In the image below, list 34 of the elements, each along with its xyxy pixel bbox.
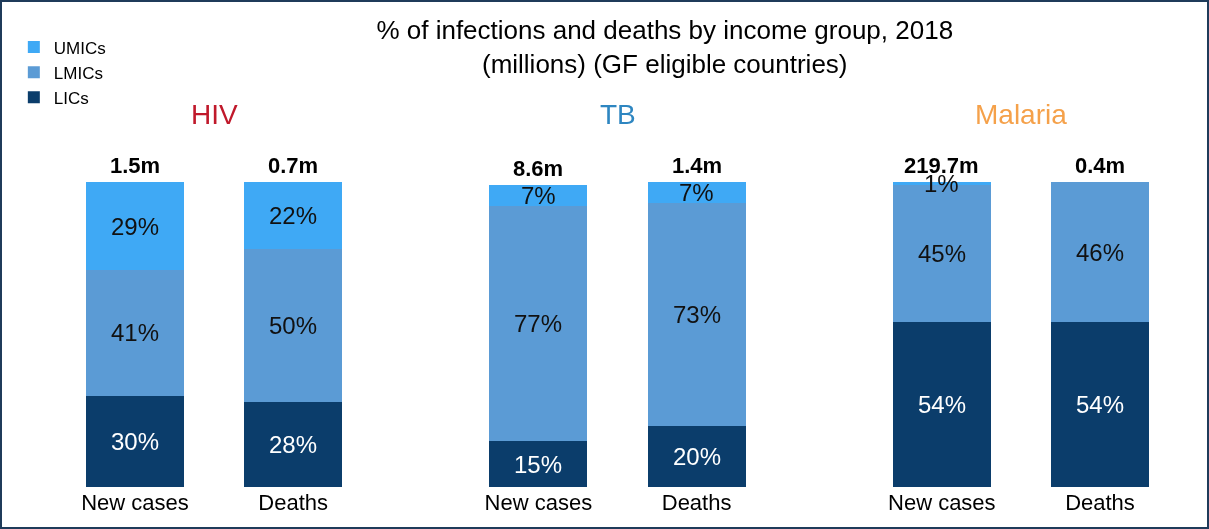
x-tick-label: Deaths	[661, 490, 732, 515]
data-label: 54%	[1076, 391, 1125, 418]
x-tick-label: New cases	[484, 490, 593, 515]
text: 0.7m	[268, 153, 319, 178]
text: 1.5m	[110, 153, 161, 178]
text: HIV	[191, 99, 238, 130]
data-label: 41%	[111, 319, 160, 346]
data-label: 45%	[918, 240, 967, 267]
text: 1.4m	[672, 153, 723, 178]
data-label: 46%	[1076, 239, 1125, 266]
data-label: 7%	[679, 179, 714, 206]
data-label: 77%	[514, 310, 563, 337]
text: TB	[600, 99, 636, 130]
data-label: 28%	[269, 431, 318, 458]
data-label: 7%	[521, 182, 556, 209]
data-label: 20%	[673, 443, 722, 470]
text: 8.6m	[513, 156, 564, 181]
data-label: 22%	[269, 202, 318, 229]
legend-label: LICs	[53, 88, 89, 108]
x-tick-label: New cases	[888, 490, 996, 515]
legend-label: LMICs	[53, 63, 103, 83]
data-label: 50%	[269, 312, 318, 339]
data-label: 15%	[514, 451, 563, 478]
text: Malaria	[975, 99, 1068, 130]
x-tick-label: New cases	[81, 490, 189, 515]
x-tick-label: Deaths	[258, 490, 329, 515]
legend-label: UMICs	[53, 38, 106, 58]
text: 0.4m	[1075, 153, 1126, 178]
data-label: 73%	[673, 301, 722, 328]
data-label: 29%	[111, 213, 160, 240]
x-tick-label: Deaths	[1065, 490, 1135, 515]
chart-title: % of infections and deaths by income group, 2018 (millions) (GF eligible countries)	[376, 14, 954, 79]
data-label: 30%	[111, 428, 160, 455]
data-label: 54%	[918, 391, 967, 418]
